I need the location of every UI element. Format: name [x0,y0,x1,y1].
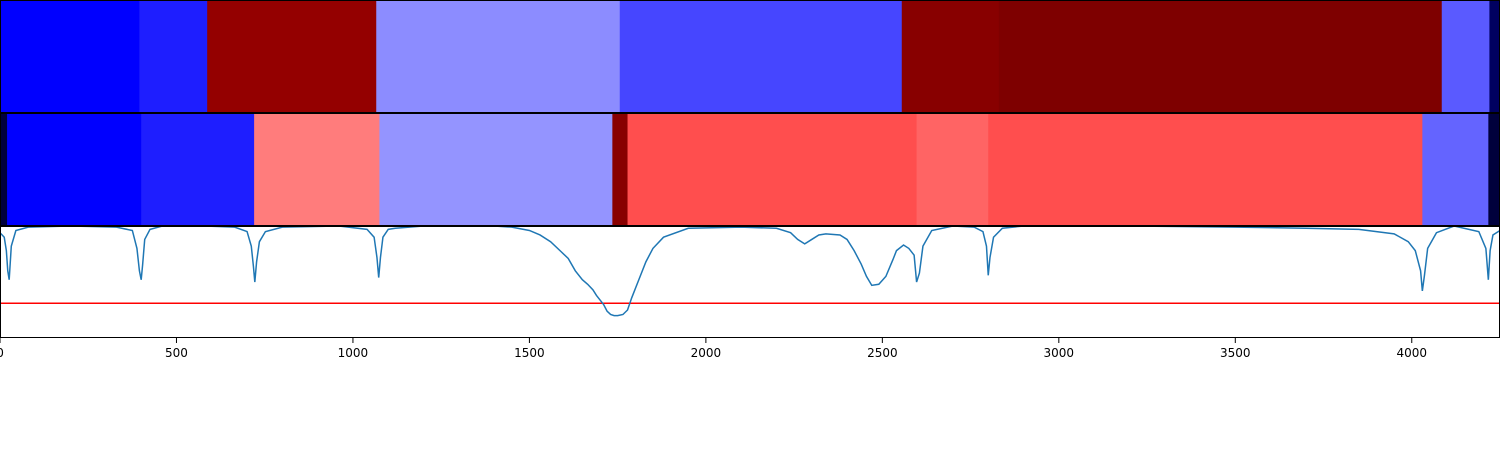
x-tick-label-7: 3000 [1044,346,1075,360]
heatmap-1-segment-6 [901,1,1000,112]
heatmap-2-segment-5 [379,114,613,225]
x-axis: 0 500 1000 1500 2000 2500 3000 3500 4000 [0,338,1427,360]
heatmap-strip-1 [0,1,1500,112]
heatmap-1-segment-8 [1441,1,1491,112]
heatmap-2-segment-3 [141,114,255,225]
x-tick-label-3: 1000 [338,346,369,360]
heatmap-2-segment-6 [612,114,629,225]
heatmap-1-segment-1 [0,1,141,112]
series-line [0,226,1500,317]
heatmap-2-segment-7 [627,114,918,225]
heatmap-1-segment-9 [1489,1,1500,112]
x-tick-label-9: 4000 [1396,346,1427,360]
heatmap-2-segment-8 [916,114,989,225]
heatmap-1-segment-5 [619,1,903,112]
heatmap-2-segment-11 [1488,114,1500,225]
heatmap-2-segment-4 [254,114,381,225]
heatmap-1-segment-2 [139,1,208,112]
x-tick-label-1: 0 [0,346,4,360]
heatmap-1-segment-3 [207,1,377,112]
x-tick-label-5: 2000 [691,346,722,360]
heatmap-2-segment-1 [0,114,8,225]
heatmap-2-segment-2 [7,114,142,225]
x-tick-label-2: 500 [165,346,188,360]
heatmap-strip-2 [0,114,1500,225]
x-tick-label-6: 2500 [867,346,898,360]
x-tick-label-4: 1500 [514,346,545,360]
heatmap-2-segment-9 [988,114,1423,225]
heatmap-2-segment-10 [1422,114,1489,225]
line-panel: 0 500 1000 1500 2000 2500 3000 3500 4000 [0,226,1500,360]
heatmap-1-segment-4 [376,1,621,112]
line-panel-background [0,226,1500,338]
heatmap-1-segment-7 [998,1,1443,112]
x-tick-label-8: 3500 [1220,346,1251,360]
